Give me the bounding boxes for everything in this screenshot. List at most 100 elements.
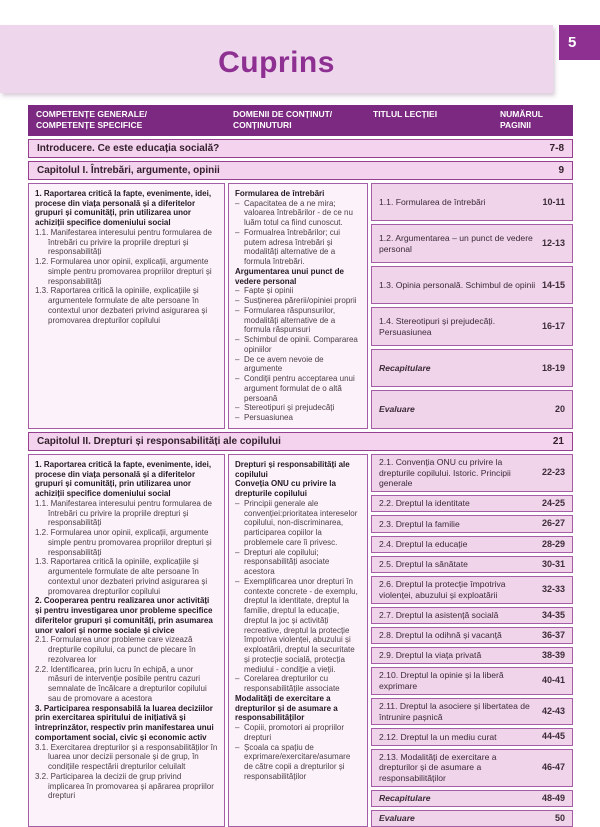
lesson-pages: 24-25	[541, 498, 565, 509]
chapter1-row: Capitolul I. Întrebări, argumente, opini…	[28, 160, 573, 180]
lesson-row: 1.4. Stereotipuri și prejudecăți. Persua…	[371, 307, 573, 346]
lesson-pages: 10-11	[542, 196, 565, 207]
lesson-title: Evaluare	[379, 813, 415, 824]
header-cell-lesson-title: TITLUL LECȚIEI	[373, 109, 438, 119]
lesson-title: 2.6. Dreptul la protecție împotriva viol…	[379, 579, 506, 600]
lesson-row: 1.2. Argumentarea – un punct de vedere p…	[371, 224, 573, 263]
lesson-row: 2.12. Dreptul la un mediu curat 44-45	[371, 728, 573, 746]
competence-heading: 1. Raportarea critică la fapte, evenimen…	[35, 188, 212, 228]
lesson-title: 2.13. Modalități de exercitare a dreptur…	[379, 751, 497, 784]
header-cell-page-number: NUMĂRUL PAGINII	[500, 109, 543, 131]
domain-bullet: Școala ca spațiu de exprimare/exercitare…	[235, 743, 361, 782]
lesson-title: 1.2. Argumentarea – un punct de vedere p…	[379, 232, 533, 254]
lesson-title: 2.12. Dreptul la un mediu curat	[379, 731, 497, 742]
lesson-row: 1.1. Formularea de întrebări 10-11	[371, 182, 573, 222]
domain-bullet: Capacitatea de a ne mira; valoarea între…	[235, 199, 361, 228]
lesson-title: Recapitulare	[379, 793, 431, 803]
domain-bullet: Stereotipuri și prejudecăți	[235, 403, 361, 413]
header-cell-competences: COMPETENȚE GENERALE/ COMPETENȚE SPECIFIC…	[36, 109, 147, 131]
lesson-pages: 20	[554, 404, 565, 415]
domain-bullet: Formualrea întrebărilor; cui putem adres…	[235, 228, 361, 267]
lesson-row: 2.9. Dreptul la viața privată 38-39	[371, 647, 573, 665]
competence-heading: 1. Raportarea critică la fapte, evenimen…	[35, 459, 212, 499]
competence-heading: 3. Participarea responsabilă la luarea d…	[35, 703, 214, 742]
domain-bullet-list: Copiii, promotori ai propriilor drepturi…	[235, 723, 361, 782]
domain-bullet: Drepturi ale copilului; responsabilități…	[235, 548, 361, 577]
competence-item: 1.3. Raportarea critică la opiniile, exp…	[35, 557, 208, 596]
lesson-title: 2.10. Dreptul la opinie și la liberă exp…	[379, 670, 504, 692]
lesson-pages: 44-45	[541, 731, 565, 742]
lesson-title: 2.3. Dreptul la familie	[379, 518, 460, 529]
lesson-row: 2.6. Dreptul la protecție împotriva viol…	[371, 576, 573, 604]
chapter2-competences-cell: 1. Raportarea critică la fapte, evenimen…	[28, 453, 225, 827]
toc-header-row: COMPETENȚE GENERALE/ COMPETENȚE SPECIFIC…	[28, 105, 573, 136]
lesson-row: 2.5. Dreptul la sănătate 30-31	[371, 555, 573, 574]
lesson-title: 2.11. Dreptul la asociere și libertatea …	[379, 700, 530, 722]
lesson-row: 2.2. Dreptul la identitate 24-25	[371, 495, 573, 513]
domain-bullet: Copiii, promotori ai propriilor drepturi	[235, 723, 361, 743]
lesson-title: Evaluare	[379, 404, 415, 415]
lesson-pages: 32-33	[541, 584, 565, 595]
intro-pages: 7-8	[549, 142, 564, 154]
chapter2-lessons-column: 2.1. Convenția ONU cu privire la dreptur…	[371, 453, 573, 827]
competence-item: 1.2. Formularea unor opinii, explicații,…	[35, 257, 212, 286]
chapter1-label: Capitolul I. Întrebări, argumente, opini…	[37, 164, 220, 176]
domain-heading: Conveția ONU cu privire la drepturile co…	[235, 479, 336, 499]
lesson-pages: 26-27	[541, 518, 565, 529]
page-number: 5	[568, 34, 577, 51]
domain-bullet: Formularea răspunsurilor, modalități alt…	[235, 306, 361, 335]
domain-bullet: De ce avem nevoie de argumente	[235, 355, 361, 375]
lesson-row: 2.13. Modalități de exercitare a dreptur…	[371, 748, 573, 787]
evaluation-row: Evaluare 20	[371, 390, 573, 429]
competence-item: 3.2. Participarea la decizii de grup pri…	[35, 771, 214, 801]
lesson-row: 2.10. Dreptul la opinie și la liberă exp…	[371, 667, 573, 695]
competence-item: 1.3. Raportarea critică la opiniile, exp…	[35, 286, 208, 325]
lesson-pages: 22-23	[541, 467, 565, 478]
domain-heading: Formularea de întrebări	[235, 188, 325, 198]
intro-row: Introducere. Ce este educația socială? 7…	[28, 138, 573, 158]
competence-item: 2.1. Formularea unor probleme care vizea…	[35, 635, 196, 664]
lesson-title: 1.4. Stereotipuri și prejudecăți. Persua…	[379, 315, 496, 337]
competence-item: 1.1. Manifestarea interesului pentru for…	[35, 227, 212, 257]
lesson-pages: 16-17	[541, 321, 565, 332]
lesson-pages: 36-37	[541, 629, 565, 640]
domain-heading: Argumentarea unui punct de vedere person…	[235, 266, 344, 286]
lesson-row: 2.8. Dreptul la odihnă și vacanță 36-37	[371, 626, 573, 645]
lesson-row: 2.11. Dreptul la asociere și libertatea …	[371, 697, 573, 726]
domain-bullet: Persuasiunea	[235, 413, 361, 423]
lesson-title: 1.3. Opinia personală. Schimbul de opini…	[379, 279, 536, 290]
domain-heading: Drepturi și responsabilități ale copilul…	[235, 459, 350, 479]
competence-heading: 2. Cooperarea pentru realizarea unor act…	[35, 596, 213, 635]
lesson-pages: 50	[554, 813, 565, 823]
lesson-pages: 28-29	[541, 538, 565, 549]
recap-row: Recapitulare 48-49	[371, 789, 573, 807]
domain-bullet: Corelarea drepturilor cu responsabilităț…	[235, 674, 361, 694]
toc-table: COMPETENȚE GENERALE/ COMPETENȚE SPECIFIC…	[28, 105, 573, 827]
domain-bullet-list: Fapte și opinii Susținerea părerii/opini…	[235, 286, 361, 423]
lesson-title: 1.1. Formularea de întrebări	[379, 196, 486, 207]
lesson-title: 2.9. Dreptul la viața privată	[379, 650, 482, 661]
lesson-row: 2.4. Dreptul la educație 28-29	[371, 535, 573, 553]
lesson-title: Recapitulare	[379, 362, 431, 373]
domain-bullet: Fapte și opinii	[235, 286, 361, 296]
page-banner: Cuprins	[0, 25, 553, 93]
lesson-row: 2.7. Dreptul la asistență socială 34-35	[371, 606, 573, 624]
chapter1-domains-cell: Formularea de întrebări Capacitatea de a…	[228, 182, 368, 429]
competence-item: 1.2. Formularea unor opinii, explicații,…	[35, 528, 212, 557]
page-title: Cuprins	[218, 46, 335, 79]
lesson-pages: 38-39	[541, 650, 565, 661]
chapter1-lessons-column: 1.1. Formularea de întrebări 10-11 1.2. A…	[371, 182, 573, 429]
page-number-badge: 5	[559, 25, 600, 60]
lesson-row: 2.3. Dreptul la familie 26-27	[371, 515, 573, 533]
lesson-title: 2.5. Dreptul la sănătate	[379, 559, 468, 570]
lesson-title: 2.1. Convenția ONU cu privire la dreptur…	[379, 456, 511, 489]
competence-item: 3.1. Exercitarea drepturilor și a respon…	[35, 742, 218, 772]
lesson-pages: 30-31	[541, 558, 565, 569]
lesson-row: 1.3. Opinia personală. Schimbul de opini…	[371, 265, 573, 305]
domain-bullet: Principii generale ale convenției:priori…	[235, 499, 361, 548]
lesson-row: 2.1. Convenția ONU cu privire la dreptur…	[371, 453, 573, 493]
lesson-pages: 34-35	[541, 609, 565, 620]
lesson-pages: 46-47	[541, 762, 565, 773]
chapter2-label: Capitolul II. Drepturi și responsabilită…	[37, 435, 281, 447]
chapter2-row: Capitolul II. Drepturi și responsabilită…	[28, 431, 573, 451]
